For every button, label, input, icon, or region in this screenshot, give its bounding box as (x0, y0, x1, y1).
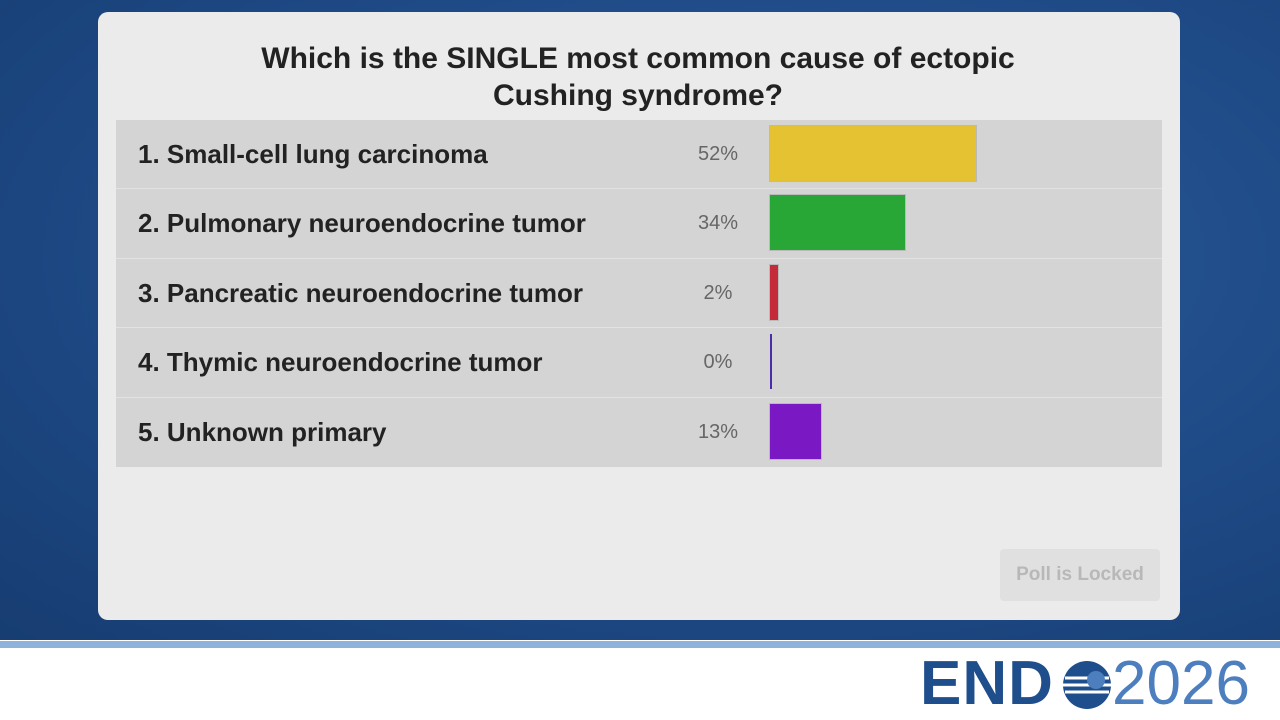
option-bar (769, 194, 906, 252)
poll-option: 5. Unknown primary 13% (116, 398, 1162, 467)
option-percent: 0% (703, 351, 733, 374)
poll-option: 2. Pulmonary neuroendocrine tumor 34% (116, 189, 1162, 259)
poll-card: Which is the SINGLE most common cause of… (98, 12, 1180, 620)
poll-locked-button: Poll is Locked (1000, 549, 1160, 601)
logo-year: 2026 (1112, 649, 1250, 718)
option-label: 5. Unknown primary (138, 416, 387, 447)
option-bar (769, 125, 977, 182)
option-percent: 52% (697, 143, 739, 165)
option-percent: 2% (703, 281, 733, 304)
option-bar (770, 334, 772, 390)
option-label: 2. Pulmonary neuroendocrine tumor (138, 208, 586, 239)
poll-option: 4. Thymic neuroendocrine tumor 0% (116, 328, 1162, 398)
poll-options: 1. Small-cell lung carcinoma 52% 2. Pulmon… (116, 120, 1162, 467)
logo-text: END (920, 649, 1054, 718)
option-percent: 13% (697, 420, 739, 443)
footer-stripe (0, 641, 1280, 648)
logo-globe (1063, 661, 1111, 709)
option-bar (768, 402, 823, 460)
poll-question: Which is the SINGLE most common cause of… (261, 42, 1015, 112)
option-label: 4. Thymic neuroendocrine tumor (138, 347, 543, 378)
option-label: 1. Small-cell lung carcinoma (138, 139, 488, 169)
option-bar (769, 263, 779, 321)
option-percent: 34% (697, 212, 739, 235)
option-label: 3. Pancreatic neuroendocrine tumor (138, 277, 584, 308)
poll-option: 3. Pancreatic neuroendocrine tumor 2% (116, 259, 1162, 329)
poll-option: 1. Small-cell lung carcinoma 52% (116, 120, 1162, 190)
